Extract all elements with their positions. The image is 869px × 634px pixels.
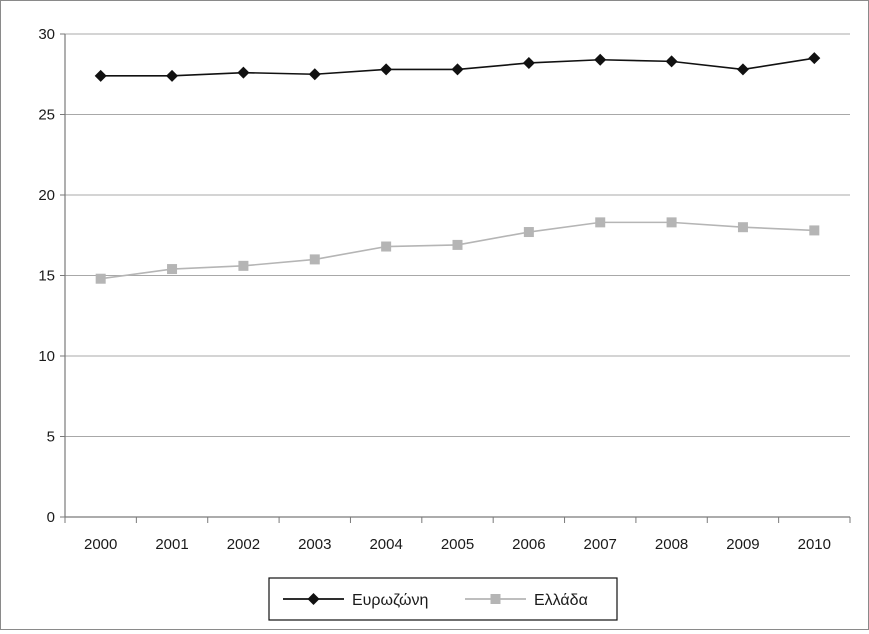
x-tick-label: 2005 (441, 536, 474, 553)
y-tick-label: 20 (38, 187, 55, 204)
data-point (95, 273, 106, 284)
data-point (166, 69, 179, 82)
y-tick-label: 0 (47, 509, 55, 526)
series-1 (94, 52, 821, 82)
y-tick-label: 15 (38, 268, 55, 285)
x-axis-ticks: 2000 2001 2002 2003 2004 2005 2006 2007 2008 2009… (64, 517, 851, 553)
data-point (737, 222, 748, 233)
series-2 (95, 217, 820, 284)
legend: Ευρωζώνη Ελλάδα (268, 577, 618, 621)
legend-label: Ευρωζώνη (352, 592, 428, 609)
x-tick-label: 2004 (369, 536, 402, 553)
data-point (665, 55, 678, 68)
data-point (237, 66, 250, 79)
x-tick-label: 2003 (298, 536, 331, 553)
y-tick-label: 30 (38, 26, 55, 43)
y-tick-label: 5 (47, 429, 55, 446)
y-axis-ticks: 0 5 10 15 20 25 30 (38, 26, 65, 526)
x-tick-label: 2008 (655, 536, 688, 553)
data-point (736, 63, 749, 76)
legend-entry-2: Ελλάδα (465, 592, 588, 609)
legend-label: Ελλάδα (534, 592, 588, 609)
data-point (522, 56, 535, 69)
data-point (523, 227, 534, 238)
data-point (666, 217, 677, 228)
data-point (308, 68, 321, 81)
legend-entry-1: Ευρωζώνη (283, 592, 428, 609)
data-point (381, 241, 392, 252)
data-point (594, 53, 607, 66)
legend-marker (307, 593, 320, 605)
x-tick-label: 2010 (798, 536, 831, 553)
x-tick-label: 2002 (227, 536, 260, 553)
data-point (167, 264, 178, 275)
data-point (452, 239, 463, 250)
data-point (238, 260, 249, 271)
x-tick-label: 2001 (155, 536, 188, 553)
data-point (595, 217, 606, 228)
data-point (451, 63, 464, 76)
x-tick-label: 2009 (726, 536, 759, 553)
data-point (380, 63, 393, 76)
data-point (809, 225, 820, 236)
x-tick-label: 2007 (584, 536, 617, 553)
series-line (100, 221, 815, 280)
x-tick-label: 2000 (84, 536, 117, 553)
y-tick-label: 10 (38, 348, 55, 365)
series-layer (94, 52, 821, 284)
legend-marker (490, 594, 501, 604)
x-tick-label: 2006 (512, 536, 545, 553)
data-point (309, 254, 320, 265)
data-point (94, 69, 107, 82)
gridlines (65, 33, 850, 437)
y-tick-label: 25 (38, 107, 55, 124)
data-point (808, 52, 821, 65)
